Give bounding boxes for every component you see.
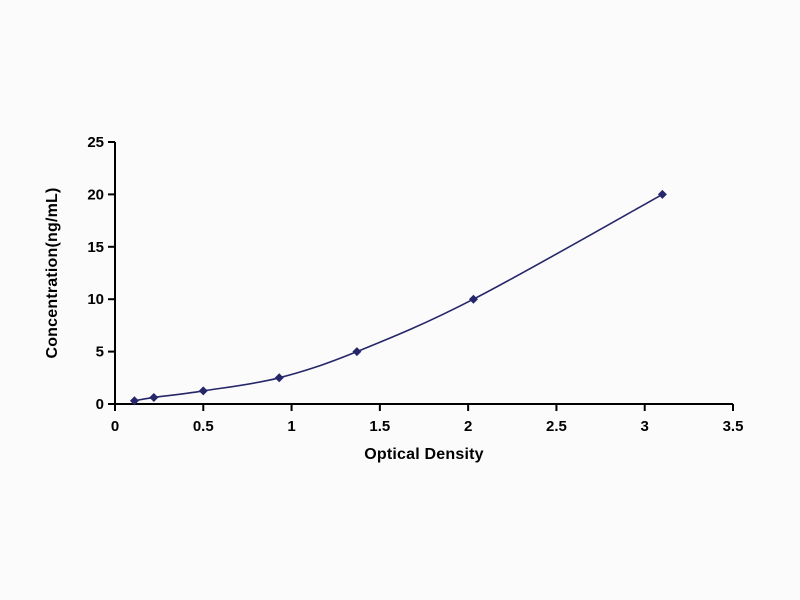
x-tick-label: 3.5 (723, 418, 744, 435)
data-point-marker (149, 392, 159, 402)
x-tick-label: 3 (641, 418, 649, 435)
y-tick-label: 0 (96, 396, 104, 413)
data-point-marker (352, 347, 362, 357)
x-tick-label: 2.5 (546, 418, 567, 435)
y-tick-label: 15 (87, 239, 104, 256)
x-tick-label: 0.5 (193, 418, 214, 435)
y-axis-label: Concentration(ng/mL) (44, 187, 61, 359)
data-point-marker (274, 373, 284, 383)
y-tick-label: 20 (87, 186, 104, 203)
x-tick-label: 1.5 (369, 418, 390, 435)
x-axis-label: Optical Density (364, 446, 484, 463)
x-tick-label: 1 (287, 418, 295, 435)
y-tick-label: 5 (96, 344, 104, 361)
x-tick-label: 0 (111, 418, 119, 435)
y-tick-label: 10 (87, 291, 104, 308)
data-point-marker (657, 189, 667, 199)
data-point-marker (129, 396, 139, 406)
x-tick-label: 2 (464, 418, 472, 435)
y-tick-label: 25 (87, 134, 104, 151)
curve-line (134, 193, 663, 402)
data-point-marker (468, 294, 478, 304)
data-point-marker (198, 386, 208, 396)
